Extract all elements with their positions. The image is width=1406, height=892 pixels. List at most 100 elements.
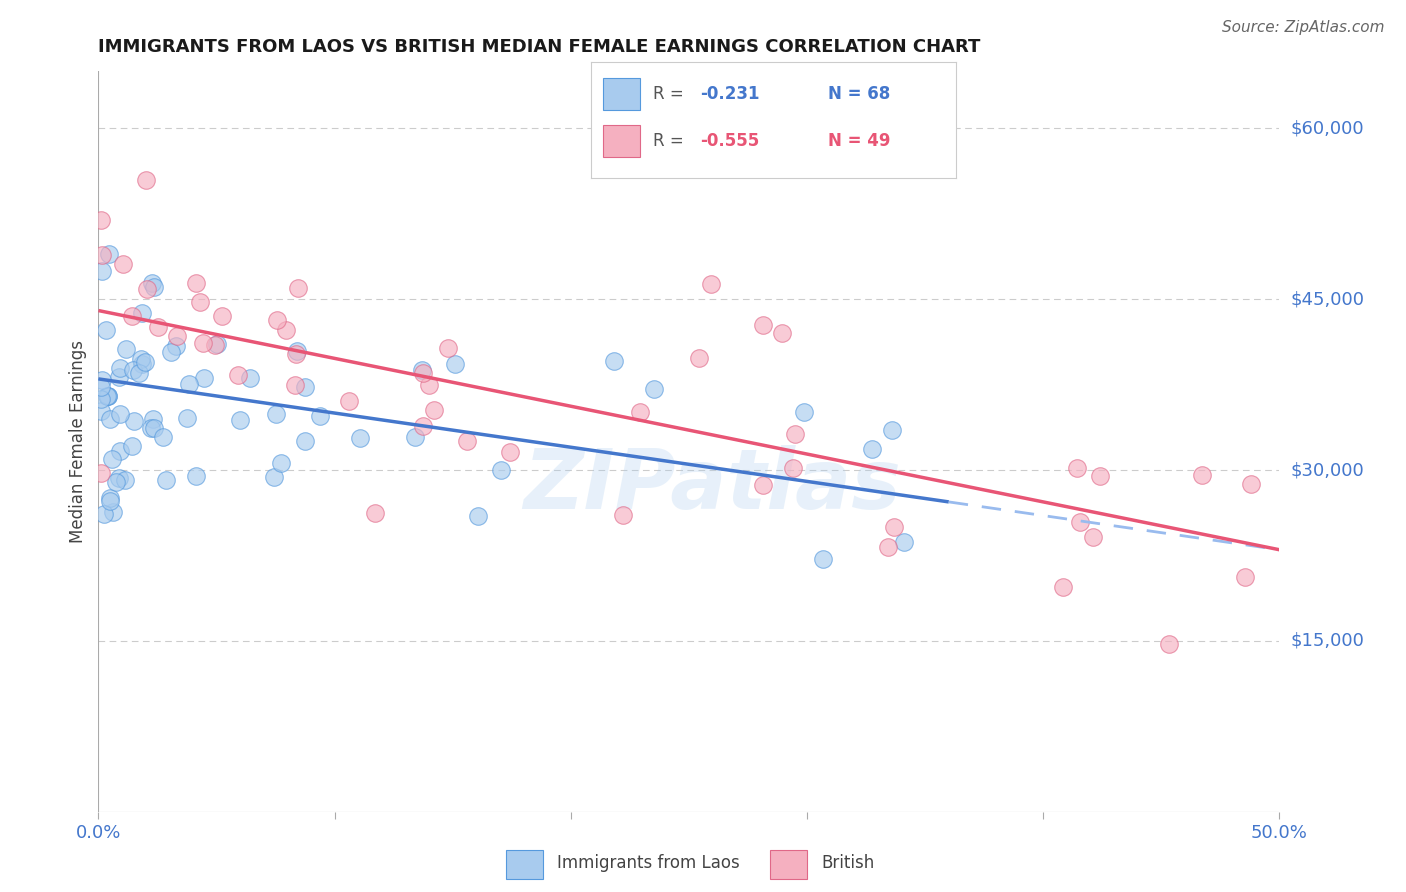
- Point: [107, 471, 129, 485]
- Point: [115, 342, 138, 356]
- Point: [880, 423, 903, 437]
- Point: [97, 389, 120, 403]
- Text: $60,000: $60,000: [1291, 120, 1364, 137]
- Point: [1240, 476, 1263, 491]
- Point: [1066, 461, 1088, 475]
- Point: [129, 352, 152, 367]
- Point: [90, 466, 112, 480]
- Point: [467, 508, 489, 523]
- Point: [770, 326, 793, 340]
- Text: $45,000: $45,000: [1291, 290, 1365, 308]
- Point: [751, 477, 773, 491]
- Point: [90, 213, 112, 227]
- Point: [124, 414, 146, 428]
- Point: [90, 248, 112, 262]
- Point: [100, 452, 122, 467]
- Point: [1191, 468, 1213, 483]
- Point: [135, 172, 157, 186]
- Text: -0.231: -0.231: [700, 86, 759, 103]
- Point: [121, 439, 143, 453]
- Point: [121, 363, 143, 377]
- Point: [285, 347, 308, 361]
- Point: [142, 421, 165, 435]
- Point: [143, 280, 166, 294]
- Point: [1233, 570, 1256, 584]
- Text: -0.555: -0.555: [700, 132, 759, 150]
- Point: [364, 506, 387, 520]
- Text: Source: ZipAtlas.com: Source: ZipAtlas.com: [1222, 20, 1385, 35]
- Point: [412, 419, 434, 434]
- Point: [270, 456, 292, 470]
- Point: [893, 534, 915, 549]
- Point: [160, 345, 183, 359]
- Point: [166, 329, 188, 343]
- Point: [287, 281, 309, 295]
- Text: British: British: [821, 854, 875, 872]
- Point: [193, 370, 215, 384]
- Point: [131, 306, 153, 320]
- Point: [274, 323, 297, 337]
- Point: [96, 389, 118, 403]
- Point: [418, 378, 440, 392]
- Point: [204, 338, 226, 352]
- Point: [184, 469, 207, 483]
- Point: [91, 264, 114, 278]
- Point: [114, 473, 136, 487]
- Text: R =: R =: [652, 132, 689, 150]
- FancyBboxPatch shape: [603, 78, 640, 111]
- Point: [176, 411, 198, 425]
- Point: [108, 370, 131, 384]
- Point: [422, 403, 444, 417]
- Point: [226, 368, 249, 382]
- Point: [443, 357, 465, 371]
- Point: [860, 442, 883, 456]
- Point: [112, 257, 135, 271]
- Point: [603, 353, 626, 368]
- Point: [98, 247, 121, 261]
- Point: [97, 389, 120, 403]
- Point: [134, 355, 156, 369]
- Point: [411, 363, 433, 377]
- Point: [91, 373, 114, 387]
- Point: [785, 426, 807, 441]
- Point: [437, 342, 460, 356]
- Text: IMMIGRANTS FROM LAOS VS BRITISH MEDIAN FEMALE EARNINGS CORRELATION CHART: IMMIGRANTS FROM LAOS VS BRITISH MEDIAN F…: [98, 38, 981, 56]
- Point: [179, 377, 201, 392]
- Point: [93, 507, 115, 521]
- Point: [141, 420, 163, 434]
- Y-axis label: Median Female Earnings: Median Female Earnings: [69, 340, 87, 543]
- Point: [142, 412, 165, 426]
- Point: [108, 444, 131, 458]
- Point: [229, 413, 252, 427]
- Point: [110, 407, 132, 421]
- Point: [100, 494, 122, 508]
- Text: Immigrants from Laos: Immigrants from Laos: [557, 854, 740, 872]
- Point: [94, 322, 117, 336]
- Point: [294, 379, 316, 393]
- Point: [101, 505, 124, 519]
- Point: [90, 380, 112, 394]
- Point: [404, 430, 426, 444]
- Point: [612, 508, 634, 522]
- Point: [128, 366, 150, 380]
- Point: [141, 276, 163, 290]
- Point: [499, 445, 522, 459]
- Point: [337, 393, 360, 408]
- Text: $30,000: $30,000: [1291, 461, 1364, 479]
- Point: [628, 405, 651, 419]
- Point: [1081, 531, 1104, 545]
- Point: [489, 463, 512, 477]
- Text: $15,000: $15,000: [1291, 632, 1364, 650]
- Point: [877, 540, 900, 554]
- Point: [412, 366, 434, 380]
- Point: [883, 520, 905, 534]
- Text: N = 68: N = 68: [828, 86, 890, 103]
- Point: [188, 294, 211, 309]
- Point: [752, 318, 775, 332]
- FancyBboxPatch shape: [506, 849, 543, 879]
- Point: [294, 434, 316, 448]
- Point: [90, 404, 112, 418]
- Point: [152, 430, 174, 444]
- Point: [349, 431, 371, 445]
- Point: [146, 320, 169, 334]
